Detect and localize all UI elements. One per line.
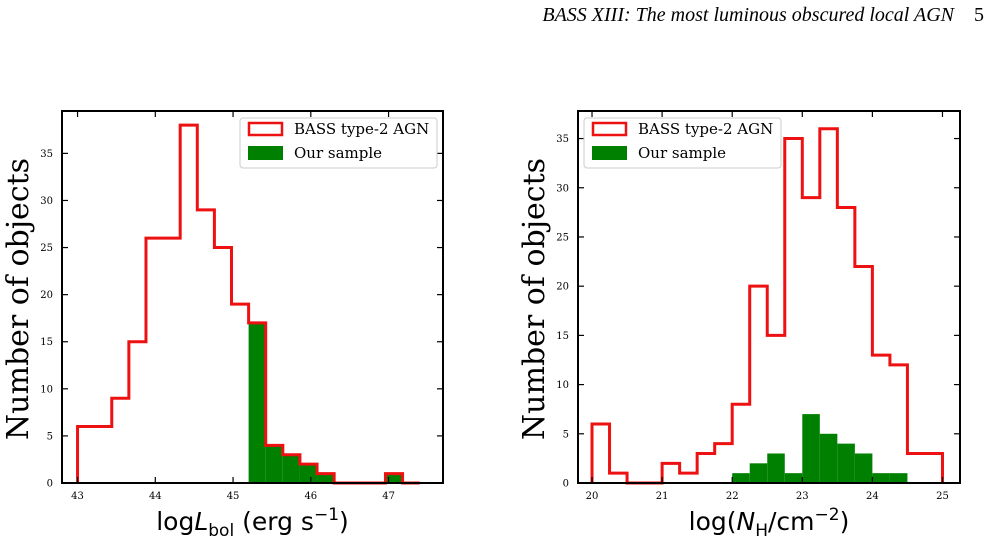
histogram-column-density: 20 21 22 23 24 25 0 5 10 15 20 25 30 35 Number of obje… (517, 110, 961, 541)
plot-frame (577, 110, 961, 484)
header-title: BASS XIII: The most luminous obscured lo… (542, 4, 954, 26)
y-tick-label: 20 (556, 282, 569, 293)
legend-box (239, 117, 438, 169)
x-label-symbol: L (194, 507, 208, 536)
bar-our-sample (385, 473, 403, 483)
x-label-unit: /cm (768, 507, 815, 536)
x-tick-label: 47 (382, 491, 395, 502)
y-tick-label: 35 (40, 149, 53, 160)
y-tick-label: 5 (47, 431, 53, 442)
x-tick-label: 46 (304, 491, 317, 502)
histogram-luminosity: 43 44 45 46 47 0 5 10 15 20 25 30 35 Number of object… (1, 110, 444, 541)
running-header: BASS XIII: The most luminous obscured lo… (542, 4, 984, 27)
bar-our-sample (854, 453, 873, 483)
x-label-exponent: −2 (815, 505, 840, 525)
y-tick-label: 5 (563, 429, 569, 440)
x-label-unit: (erg s (234, 507, 314, 536)
bar-our-sample (282, 454, 300, 483)
bar-our-sample (732, 473, 750, 483)
bar-our-sample (837, 443, 855, 483)
y-tick-label: 10 (556, 380, 569, 391)
bar-our-sample (889, 473, 908, 483)
bar-our-sample (317, 473, 335, 483)
bar-our-sample (749, 463, 768, 483)
bar-our-sample (299, 464, 318, 483)
y-tick-label: 20 (40, 290, 53, 301)
legend-box (583, 117, 782, 169)
x-label-subscript: bol (208, 521, 234, 541)
legend-label: BASS type-2 AGN (638, 120, 773, 138)
x-tick-label: 44 (149, 491, 162, 502)
x-label-close: ) (840, 507, 850, 536)
bar-our-sample (819, 433, 838, 483)
x-tick-label: 20 (586, 491, 599, 502)
x-label-main: log (156, 507, 194, 536)
step-line-bass-type2 (590, 127, 944, 485)
y-tick-label: 25 (556, 232, 569, 243)
legend-swatch-filled (248, 146, 283, 160)
legend-label: Our sample (638, 144, 726, 162)
bar-our-sample (767, 453, 785, 483)
x-tick-label: 45 (227, 491, 240, 502)
x-tick-label: 25 (936, 491, 949, 502)
legend-swatch-outline (591, 121, 628, 137)
legend-label: BASS type-2 AGN (294, 120, 429, 138)
bar-our-sample (872, 473, 890, 483)
y-tick-label: 0 (47, 479, 53, 490)
x-label-symbol: N (737, 507, 756, 536)
plot-frame (61, 110, 444, 484)
y-tick-label: 30 (40, 196, 53, 207)
bar-our-sample (248, 322, 266, 483)
page-number: 5 (974, 4, 984, 26)
y-tick-label: 25 (40, 243, 53, 254)
bar-our-sample (802, 414, 820, 483)
bar-our-sample (784, 473, 803, 483)
x-label-close: ) (339, 507, 349, 536)
legend-swatch-outline (247, 121, 284, 137)
legend-swatch-filled (592, 146, 627, 160)
legend-label: Our sample (294, 144, 382, 162)
y-tick-label: 15 (40, 337, 53, 348)
bar-our-sample (265, 445, 283, 483)
x-tick-label: 23 (796, 491, 809, 502)
y-tick-label: 35 (556, 134, 569, 145)
x-tick-label: 43 (71, 491, 84, 502)
x-axis-label: log(NH/cm−2) (689, 505, 850, 541)
y-tick-label: 0 (563, 479, 569, 490)
y-axis-label: Number of objects (1, 158, 36, 440)
x-tick-label: 24 (866, 491, 879, 502)
x-tick-label: 22 (726, 491, 739, 502)
x-tick-label: 21 (656, 491, 669, 502)
y-tick-label: 10 (40, 384, 53, 395)
x-axis-label: logLbol (erg s−1) (156, 505, 349, 541)
x-label-exponent: −1 (314, 505, 339, 525)
y-tick-label: 15 (556, 331, 569, 342)
y-tick-label: 30 (556, 183, 569, 194)
y-axis-label: Number of objects (517, 158, 552, 440)
x-label-subscript: H (755, 521, 768, 541)
x-label-main: log( (689, 507, 737, 536)
